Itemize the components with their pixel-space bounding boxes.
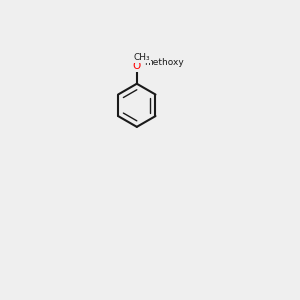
Text: CH₃: CH₃ (134, 53, 151, 62)
Text: O: O (133, 61, 141, 71)
Text: methoxy: methoxy (145, 58, 184, 67)
